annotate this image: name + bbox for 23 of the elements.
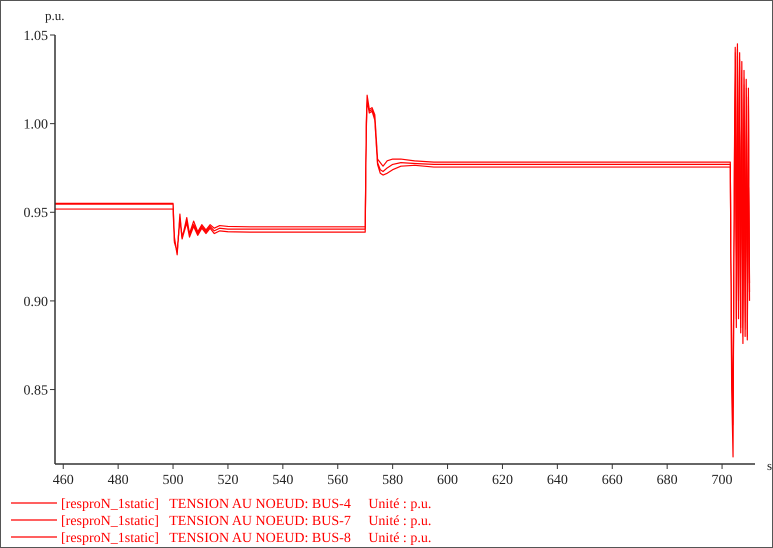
legend-label: [resproN_1static] TENSION AU NOEUD: BUS-4 Unité : p.u. — [61, 496, 432, 512]
x-tick-label: 680 — [656, 473, 678, 488]
x-tick-label: 660 — [602, 473, 623, 488]
x-tick-label: 480 — [108, 473, 129, 488]
x-tick-label: 460 — [52, 473, 74, 488]
y-tick-label: 1.05 — [24, 28, 48, 44]
x-axis-title: s — [767, 458, 772, 473]
x-tick-label: 540 — [272, 473, 294, 488]
y-tick-label: 0.90 — [24, 294, 48, 310]
y-tick-label: 0.85 — [24, 383, 48, 398]
x-tick-label: 500 — [162, 473, 184, 488]
y-tick-label: 1.00 — [24, 118, 48, 133]
x-tick-label: 560 — [327, 473, 348, 488]
x-tick-label: 620 — [492, 473, 513, 488]
x-tick-label: 640 — [546, 473, 568, 488]
y-axis-title: p.u. — [45, 8, 64, 23]
x-tick-label: 600 — [437, 473, 458, 488]
legend-label: [resproN_1static] TENSION AU NOEUD: BUS-8 Unité : p.u. — [61, 530, 432, 546]
legend-label: [resproN_1static] TENSION AU NOEUD: BUS-7 Unité : p.u. — [61, 514, 432, 529]
x-tick-label: 700 — [712, 473, 733, 488]
x-tick-label: 580 — [382, 473, 404, 488]
x-tick-label: 520 — [217, 473, 238, 488]
y-tick-label: 0.95 — [24, 206, 48, 222]
